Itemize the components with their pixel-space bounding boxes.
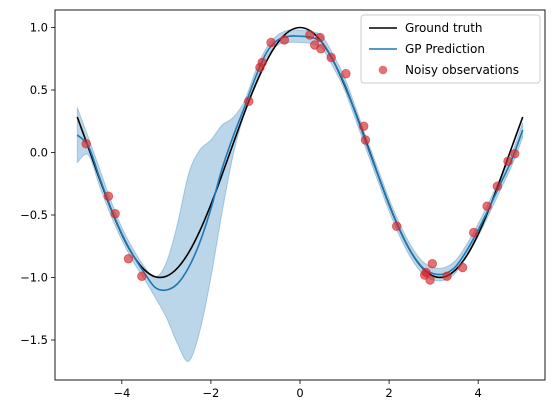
legend-label: Ground truth — [405, 21, 483, 35]
legend-entry-ground-truth: Ground truth — [369, 21, 483, 35]
observation-point — [482, 201, 492, 211]
x-axis-ticks: −4 −2 0 2 4 — [113, 380, 482, 400]
legend-entry-gp-prediction: GP Prediction — [369, 42, 485, 56]
observation-point — [305, 30, 315, 40]
observation-point — [503, 156, 513, 166]
observation-point — [110, 209, 120, 219]
y-tick-label: 1.0 — [30, 21, 48, 35]
observation-point — [360, 135, 371, 145]
observation-point — [421, 267, 431, 278]
y-axis-ticks: −1.5 −1.0 −0.5 0.0 0.5 1.0 — [20, 21, 55, 347]
legend: Ground truth GP Prediction Noisy observati… — [360, 14, 541, 84]
legend-label: GP Prediction — [405, 42, 485, 56]
observation-point — [425, 275, 435, 285]
observation-point — [244, 96, 254, 106]
observation-point — [137, 271, 147, 281]
legend-entry-noisy-observations: Noisy observations — [378, 63, 519, 77]
observation-point — [341, 69, 351, 79]
observation-point — [266, 37, 276, 48]
observation-point — [326, 52, 336, 63]
observation-point — [279, 35, 290, 45]
y-tick-label: −1.0 — [20, 271, 48, 285]
y-tick-label: 0.5 — [30, 83, 48, 97]
observation-point — [316, 44, 326, 54]
observation-point — [103, 191, 114, 201]
observation-point — [492, 181, 503, 191]
y-tick-label: 0.0 — [30, 146, 48, 160]
observation-point — [510, 149, 520, 159]
observation-point — [315, 32, 325, 43]
legend-label: Noisy observations — [405, 63, 519, 77]
x-tick-label: −4 — [113, 386, 130, 400]
observation-point — [81, 139, 91, 149]
observation-point — [391, 221, 402, 231]
confidence-band — [76, 29, 524, 362]
observation-point — [469, 227, 479, 238]
observation-point — [257, 57, 267, 68]
x-tick-label: 0 — [296, 386, 303, 400]
y-tick-label: −1.5 — [20, 333, 48, 347]
confidence-band-area — [76, 29, 524, 362]
legend-swatch-dot — [378, 65, 388, 75]
observation-point — [442, 271, 452, 281]
legend-box — [360, 14, 541, 84]
x-tick-label: 2 — [385, 386, 392, 400]
x-tick-label: 4 — [475, 386, 482, 400]
observation-point — [457, 262, 468, 273]
observation-points — [81, 30, 520, 285]
observation-point — [123, 254, 134, 264]
observation-point — [359, 121, 369, 131]
y-tick-label: −0.5 — [20, 208, 48, 222]
x-tick-label: −2 — [202, 386, 219, 400]
observation-point — [427, 259, 438, 269]
